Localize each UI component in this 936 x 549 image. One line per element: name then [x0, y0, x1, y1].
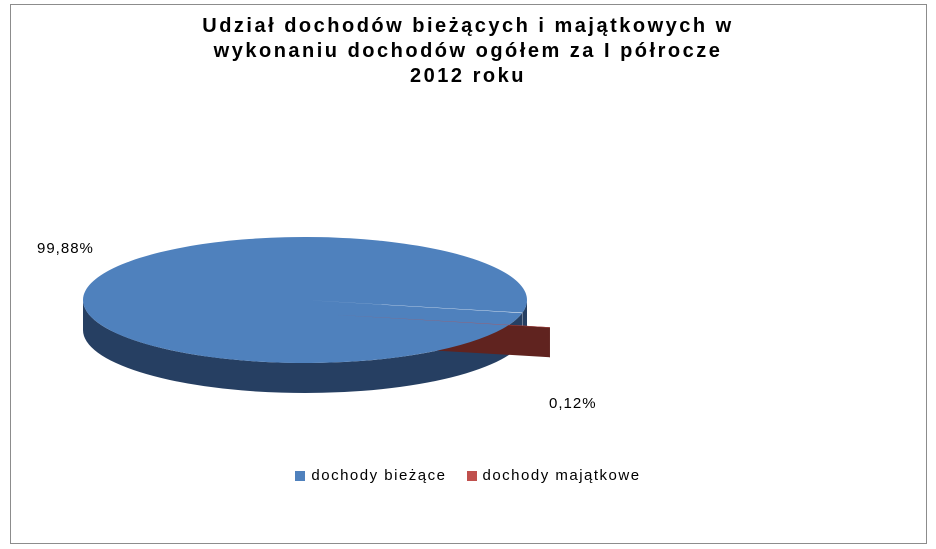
- chart-title-line-2: wykonaniu dochodów ogółem za I półrocze: [213, 40, 723, 62]
- data-label-dochody-biezace: 99,88%: [37, 240, 94, 257]
- chart-title: Udział dochodów bieżących i majątkowych …: [0, 14, 936, 89]
- legend-swatch-dochody-majatkowe: [466, 470, 477, 481]
- legend-label-dochody-biezace: dochody bieżące: [311, 467, 447, 484]
- pie-side-dochody-biezace: [83, 300, 523, 393]
- legend-label-dochody-majatkowe: dochody majątkowe: [482, 467, 641, 484]
- pie-slice-dochody-biezace: [83, 236, 528, 363]
- legend: dochody bieżące dochody majątkowe: [0, 467, 936, 484]
- legend-swatch-dochody-biezace: [295, 470, 306, 481]
- pie-slice-dochody-majatkowe: [332, 314, 550, 328]
- legend-item-dochody-biezace: dochody bieżące: [295, 467, 446, 484]
- legend-item-dochody-majatkowe: dochody majątkowe: [466, 467, 641, 484]
- chart-title-line-3: 2012 roku: [410, 65, 526, 87]
- data-label-dochody-majatkowe: 0,12%: [549, 395, 597, 412]
- chart-title-line-1: Udział dochodów bieżących i majątkowych …: [202, 15, 734, 37]
- pie-tops: [83, 236, 550, 363]
